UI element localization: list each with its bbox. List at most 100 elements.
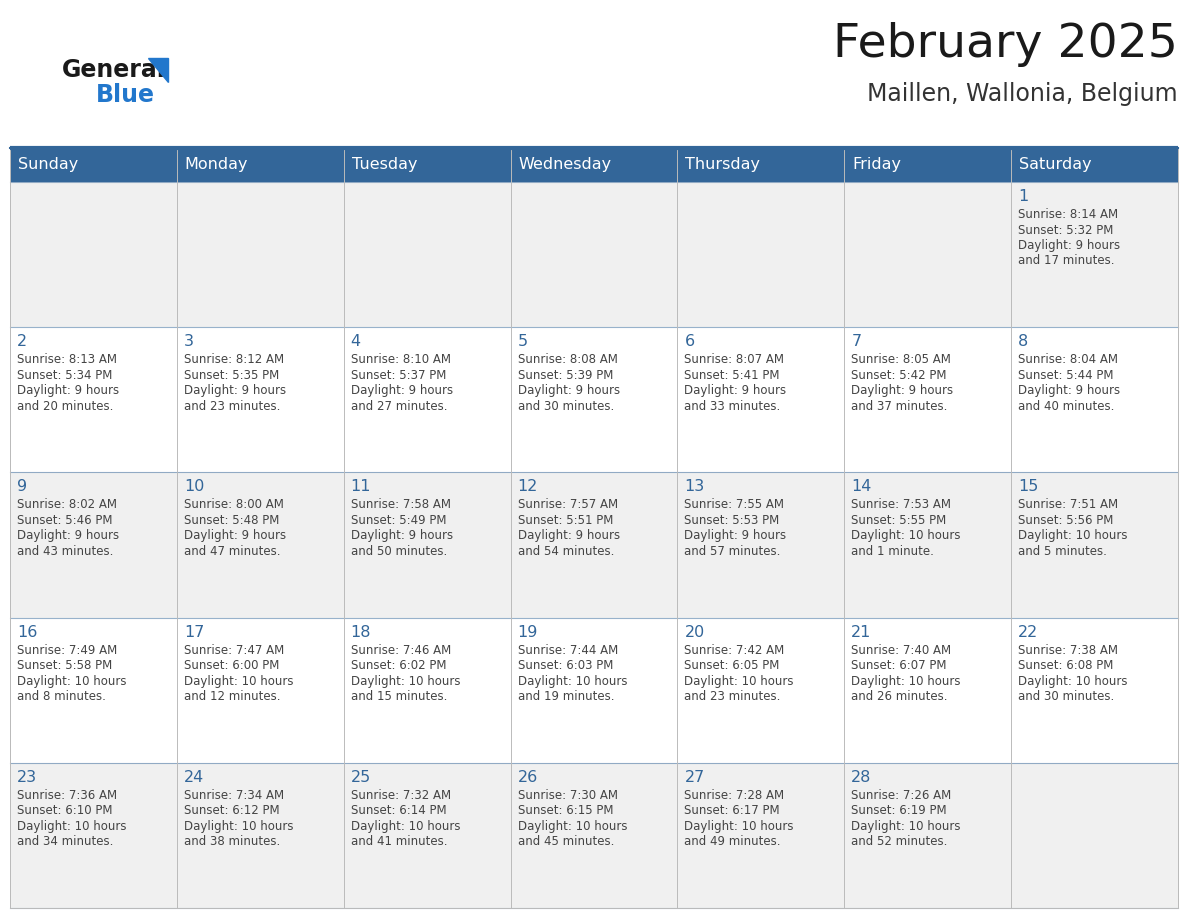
Bar bbox=[1011, 473, 1178, 618]
Bar bbox=[677, 327, 845, 473]
Text: 1: 1 bbox=[1018, 189, 1029, 204]
Text: Sunrise: 8:00 AM: Sunrise: 8:00 AM bbox=[184, 498, 284, 511]
Text: Wednesday: Wednesday bbox=[519, 158, 612, 173]
Text: Sunset: 6:10 PM: Sunset: 6:10 PM bbox=[17, 804, 113, 817]
Text: and 5 minutes.: and 5 minutes. bbox=[1018, 545, 1107, 558]
Bar bbox=[10, 327, 177, 473]
Text: Sunrise: 7:28 AM: Sunrise: 7:28 AM bbox=[684, 789, 784, 801]
Text: Sunrise: 7:49 AM: Sunrise: 7:49 AM bbox=[17, 644, 118, 656]
Bar bbox=[845, 473, 1011, 618]
Text: 23: 23 bbox=[17, 770, 37, 785]
Text: Sunday: Sunday bbox=[18, 158, 78, 173]
Text: 2: 2 bbox=[17, 334, 27, 349]
Text: Daylight: 9 hours: Daylight: 9 hours bbox=[1018, 385, 1120, 397]
Bar bbox=[677, 763, 845, 908]
Bar bbox=[177, 473, 343, 618]
Text: 9: 9 bbox=[17, 479, 27, 495]
Text: Daylight: 9 hours: Daylight: 9 hours bbox=[184, 530, 286, 543]
Text: Thursday: Thursday bbox=[685, 158, 760, 173]
Text: and 1 minute.: and 1 minute. bbox=[852, 545, 934, 558]
Text: Tuesday: Tuesday bbox=[352, 158, 417, 173]
Bar bbox=[10, 182, 177, 327]
Text: and 8 minutes.: and 8 minutes. bbox=[17, 690, 106, 703]
Bar bbox=[177, 618, 343, 763]
Text: Daylight: 10 hours: Daylight: 10 hours bbox=[1018, 675, 1127, 688]
Text: and 54 minutes.: and 54 minutes. bbox=[518, 545, 614, 558]
Text: Sunrise: 7:40 AM: Sunrise: 7:40 AM bbox=[852, 644, 952, 656]
Text: 6: 6 bbox=[684, 334, 695, 349]
Text: Sunset: 5:48 PM: Sunset: 5:48 PM bbox=[184, 514, 279, 527]
Text: 12: 12 bbox=[518, 479, 538, 495]
Text: Sunset: 6:05 PM: Sunset: 6:05 PM bbox=[684, 659, 779, 672]
Text: Sunset: 6:02 PM: Sunset: 6:02 PM bbox=[350, 659, 447, 672]
Bar bbox=[1011, 618, 1178, 763]
Text: Sunset: 5:56 PM: Sunset: 5:56 PM bbox=[1018, 514, 1113, 527]
Text: 22: 22 bbox=[1018, 624, 1038, 640]
Bar bbox=[677, 473, 845, 618]
Text: Sunrise: 8:12 AM: Sunrise: 8:12 AM bbox=[184, 353, 284, 366]
Bar bbox=[511, 473, 677, 618]
Text: and 38 minutes.: and 38 minutes. bbox=[184, 835, 280, 848]
Text: Sunrise: 8:04 AM: Sunrise: 8:04 AM bbox=[1018, 353, 1118, 366]
Text: 14: 14 bbox=[852, 479, 872, 495]
Text: 17: 17 bbox=[184, 624, 204, 640]
Text: Sunset: 5:53 PM: Sunset: 5:53 PM bbox=[684, 514, 779, 527]
Text: and 45 minutes.: and 45 minutes. bbox=[518, 835, 614, 848]
Bar bbox=[343, 473, 511, 618]
Text: and 23 minutes.: and 23 minutes. bbox=[684, 690, 781, 703]
Text: and 27 minutes.: and 27 minutes. bbox=[350, 399, 447, 413]
Text: Daylight: 10 hours: Daylight: 10 hours bbox=[518, 820, 627, 833]
Text: Friday: Friday bbox=[852, 158, 902, 173]
Text: 19: 19 bbox=[518, 624, 538, 640]
Bar bbox=[343, 763, 511, 908]
Text: and 47 minutes.: and 47 minutes. bbox=[184, 545, 280, 558]
Text: Sunset: 6:14 PM: Sunset: 6:14 PM bbox=[350, 804, 447, 817]
Text: Daylight: 9 hours: Daylight: 9 hours bbox=[184, 385, 286, 397]
Text: Sunrise: 7:46 AM: Sunrise: 7:46 AM bbox=[350, 644, 451, 656]
Text: and 50 minutes.: and 50 minutes. bbox=[350, 545, 447, 558]
Text: Daylight: 10 hours: Daylight: 10 hours bbox=[852, 530, 961, 543]
Text: Sunrise: 7:44 AM: Sunrise: 7:44 AM bbox=[518, 644, 618, 656]
Text: Daylight: 9 hours: Daylight: 9 hours bbox=[684, 385, 786, 397]
Bar bbox=[845, 763, 1011, 908]
Text: Sunrise: 8:10 AM: Sunrise: 8:10 AM bbox=[350, 353, 450, 366]
Text: 10: 10 bbox=[184, 479, 204, 495]
Text: Sunrise: 8:08 AM: Sunrise: 8:08 AM bbox=[518, 353, 618, 366]
Bar bbox=[177, 327, 343, 473]
Polygon shape bbox=[148, 58, 168, 82]
Text: Daylight: 9 hours: Daylight: 9 hours bbox=[852, 385, 954, 397]
Text: Daylight: 10 hours: Daylight: 10 hours bbox=[852, 675, 961, 688]
Text: and 19 minutes.: and 19 minutes. bbox=[518, 690, 614, 703]
Bar bbox=[511, 618, 677, 763]
Text: 26: 26 bbox=[518, 770, 538, 785]
Text: 16: 16 bbox=[17, 624, 37, 640]
Text: Maillen, Wallonia, Belgium: Maillen, Wallonia, Belgium bbox=[867, 82, 1178, 106]
Text: Sunset: 5:34 PM: Sunset: 5:34 PM bbox=[17, 369, 113, 382]
Text: Sunset: 5:32 PM: Sunset: 5:32 PM bbox=[1018, 223, 1113, 237]
Bar bbox=[10, 618, 177, 763]
Text: February 2025: February 2025 bbox=[833, 22, 1178, 67]
Text: Sunrise: 8:05 AM: Sunrise: 8:05 AM bbox=[852, 353, 952, 366]
Text: Sunset: 6:07 PM: Sunset: 6:07 PM bbox=[852, 659, 947, 672]
Text: General: General bbox=[62, 58, 166, 82]
Text: Sunset: 6:03 PM: Sunset: 6:03 PM bbox=[518, 659, 613, 672]
Text: Sunrise: 7:30 AM: Sunrise: 7:30 AM bbox=[518, 789, 618, 801]
Text: Sunset: 5:42 PM: Sunset: 5:42 PM bbox=[852, 369, 947, 382]
Text: Sunrise: 7:47 AM: Sunrise: 7:47 AM bbox=[184, 644, 284, 656]
Text: Sunrise: 8:07 AM: Sunrise: 8:07 AM bbox=[684, 353, 784, 366]
Text: Sunrise: 7:42 AM: Sunrise: 7:42 AM bbox=[684, 644, 785, 656]
Text: and 52 minutes.: and 52 minutes. bbox=[852, 835, 948, 848]
Bar bbox=[511, 182, 677, 327]
Text: Daylight: 10 hours: Daylight: 10 hours bbox=[350, 675, 460, 688]
Text: Sunrise: 7:34 AM: Sunrise: 7:34 AM bbox=[184, 789, 284, 801]
Text: Sunrise: 7:36 AM: Sunrise: 7:36 AM bbox=[17, 789, 118, 801]
Text: Daylight: 9 hours: Daylight: 9 hours bbox=[518, 385, 620, 397]
Text: Daylight: 9 hours: Daylight: 9 hours bbox=[350, 530, 453, 543]
Text: Sunset: 6:08 PM: Sunset: 6:08 PM bbox=[1018, 659, 1113, 672]
Bar bbox=[177, 763, 343, 908]
Text: and 30 minutes.: and 30 minutes. bbox=[518, 399, 614, 413]
Text: Daylight: 10 hours: Daylight: 10 hours bbox=[17, 675, 126, 688]
Text: 11: 11 bbox=[350, 479, 371, 495]
Text: 7: 7 bbox=[852, 334, 861, 349]
Text: and 20 minutes.: and 20 minutes. bbox=[17, 399, 113, 413]
